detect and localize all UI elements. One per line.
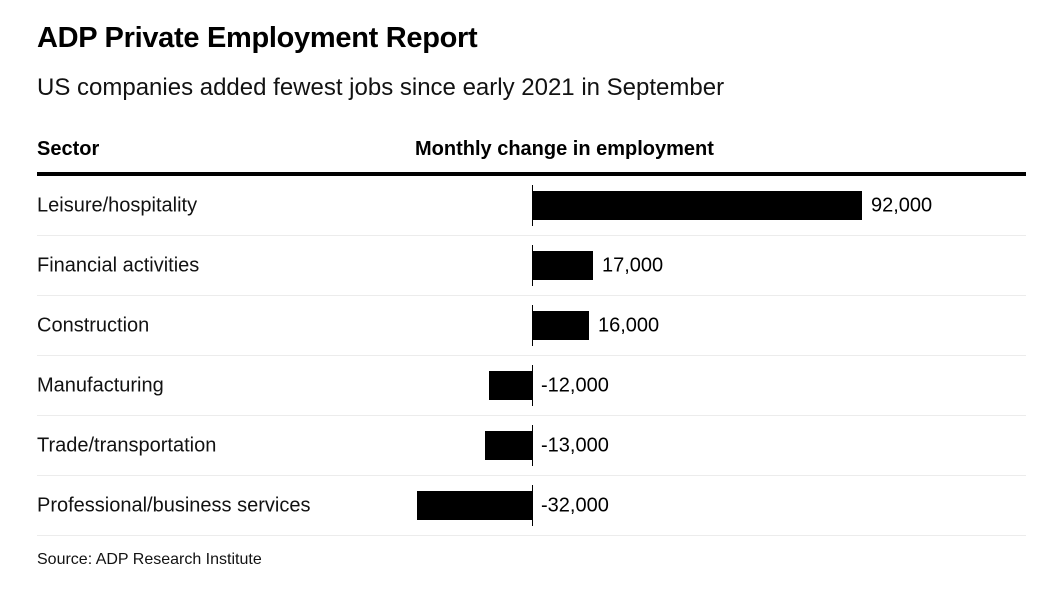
zero-axis-tick <box>532 485 533 526</box>
value-label: 92,000 <box>871 194 933 216</box>
zero-axis-tick <box>532 185 533 226</box>
bar <box>532 251 593 280</box>
zero-axis-tick <box>532 305 533 346</box>
sector-column-header: Sector <box>37 138 100 160</box>
value-label: -32,000 <box>541 494 609 516</box>
sector-label: Professional/business services <box>37 494 311 516</box>
source-note: Source: ADP Research Institute <box>37 551 262 568</box>
value-label: -13,000 <box>541 434 609 456</box>
value-column-header: Monthly change in employment <box>415 138 714 160</box>
bar <box>485 431 532 460</box>
value-label: 16,000 <box>598 314 660 336</box>
table-row: Construction 16,000 <box>37 296 1026 356</box>
sector-label: Financial activities <box>37 254 200 276</box>
sector-label: Leisure/hospitality <box>37 194 198 216</box>
sector-label: Manufacturing <box>37 374 164 396</box>
bar <box>532 311 589 340</box>
bar <box>417 491 532 520</box>
value-label: 17,000 <box>602 254 664 276</box>
value-label: -12,000 <box>541 374 609 396</box>
bar-chart: Leisure/hospitality 92,000 Financial act… <box>37 176 1026 536</box>
zero-axis-tick <box>532 425 533 466</box>
table-row: Trade/transportation -13,000 <box>37 416 1026 476</box>
chart-title: ADP Private Employment Report <box>37 22 478 54</box>
bar <box>489 371 532 400</box>
chart-subtitle: US companies added fewest jobs since ear… <box>37 74 725 101</box>
table-row: Leisure/hospitality 92,000 <box>37 176 1026 236</box>
sector-label: Construction <box>37 314 150 336</box>
bar <box>532 191 862 220</box>
sector-label: Trade/transportation <box>37 434 217 456</box>
table-row: Professional/business services -32,000 <box>37 476 1026 536</box>
table-row: Manufacturing -12,000 <box>37 356 1026 416</box>
zero-axis-tick <box>532 245 533 286</box>
table-row: Financial activities 17,000 <box>37 236 1026 296</box>
zero-axis-tick <box>532 365 533 406</box>
column-header-row: Sector Monthly change in employment <box>37 136 1026 176</box>
